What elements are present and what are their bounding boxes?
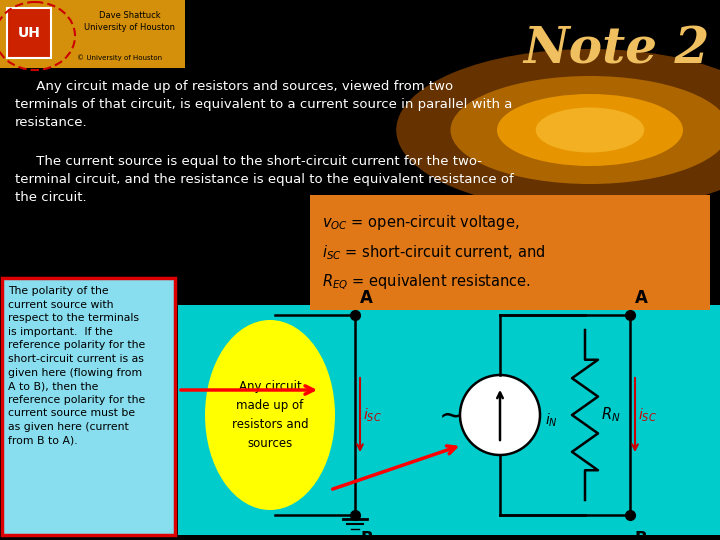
Circle shape bbox=[460, 375, 540, 455]
Bar bbox=[178, 305, 720, 535]
Text: $R_{EQ}$ = equivalent resistance.: $R_{EQ}$ = equivalent resistance. bbox=[322, 273, 531, 292]
Text: $i_{SC}$ = short-circuit current, and: $i_{SC}$ = short-circuit current, and bbox=[322, 243, 545, 262]
Text: $R_N$: $R_N$ bbox=[601, 406, 621, 424]
Ellipse shape bbox=[536, 107, 644, 152]
Text: University of Houston: University of Houston bbox=[84, 24, 176, 32]
Bar bbox=[7, 8, 51, 58]
Ellipse shape bbox=[451, 76, 720, 184]
Text: $i_N$: $i_N$ bbox=[545, 411, 558, 429]
Text: The current source is equal to the short-circuit current for the two-
terminal c: The current source is equal to the short… bbox=[15, 155, 514, 204]
Text: © University of Houston: © University of Houston bbox=[78, 55, 163, 62]
Bar bbox=[0, 0, 185, 68]
Text: The polarity of the
current source with
respect to the terminals
is important.  : The polarity of the current source with … bbox=[8, 286, 145, 445]
Ellipse shape bbox=[396, 49, 720, 211]
Text: B: B bbox=[635, 530, 647, 540]
Bar bbox=[310, 195, 710, 310]
Text: B: B bbox=[360, 530, 373, 540]
Text: Dave Shattuck: Dave Shattuck bbox=[99, 11, 161, 21]
Text: A: A bbox=[635, 289, 648, 307]
Text: Any circuit
made up of
resistors and
sources: Any circuit made up of resistors and sou… bbox=[232, 380, 308, 450]
Text: $i_{SC}$: $i_{SC}$ bbox=[363, 406, 382, 424]
Text: $v_{OC}$ = open-circuit voltage,: $v_{OC}$ = open-circuit voltage, bbox=[322, 213, 519, 232]
Ellipse shape bbox=[205, 320, 335, 510]
Text: A: A bbox=[360, 289, 373, 307]
Text: Note 2: Note 2 bbox=[523, 25, 710, 75]
Text: $i_{SC}$: $i_{SC}$ bbox=[638, 406, 657, 424]
Text: UH: UH bbox=[17, 26, 40, 40]
Text: Any circuit made up of resistors and sources, viewed from two
terminals of that : Any circuit made up of resistors and sou… bbox=[15, 80, 513, 129]
Bar bbox=[2, 278, 175, 535]
Text: $\sim$: $\sim$ bbox=[433, 401, 463, 429]
Ellipse shape bbox=[497, 94, 683, 166]
